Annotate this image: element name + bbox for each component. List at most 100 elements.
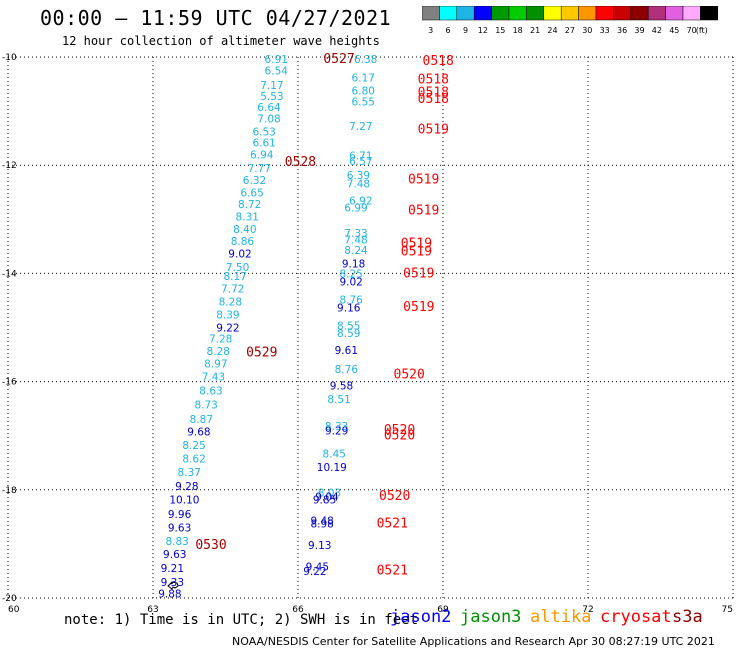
- color-scale-label: 36: [617, 26, 627, 35]
- wave-height-value: 8.83: [165, 536, 188, 548]
- wave-height-value: 9.22: [216, 323, 239, 335]
- wave-height-value: 9.63: [163, 549, 186, 561]
- wave-height-value: 8.55: [337, 320, 360, 332]
- lon-tick-label: 75: [722, 605, 733, 615]
- color-scale-label: 3: [428, 26, 433, 35]
- pass-time-label: 0520: [384, 423, 415, 438]
- color-scale-label: 39: [634, 26, 644, 35]
- wave-height-value: 6.64: [257, 102, 281, 114]
- wave-height-value: 8.03: [318, 488, 341, 500]
- wave-height-value: 8.28: [219, 297, 242, 309]
- color-scale-label: 6: [446, 26, 451, 35]
- pass-time-label: 0519: [403, 300, 434, 315]
- pass-time-label: 0518: [418, 86, 449, 101]
- color-scale-swatch: [700, 6, 719, 21]
- wave-height-value: 7.27: [349, 121, 372, 133]
- pass-time-label: 0521: [377, 563, 408, 578]
- wave-height-value: 9.28: [175, 481, 198, 493]
- lon-tick-label: 60: [8, 605, 20, 615]
- satellite-legend-jason3: jason3: [460, 607, 522, 627]
- satellite-legend-altika: altika: [530, 607, 592, 627]
- wave-height-value: 6.39: [347, 170, 370, 182]
- wave-height-value: 6.71: [349, 150, 372, 162]
- wave-height-value: 7.33: [344, 228, 367, 240]
- wave-height-value: 9.85: [313, 495, 336, 507]
- wave-height-value: 9.45: [306, 562, 329, 574]
- wave-height-value: 8.73: [194, 399, 217, 411]
- wave-height-value: 8.37: [178, 467, 201, 479]
- lat-tick-label: -20: [2, 594, 17, 604]
- wave-height-value: 8.63: [199, 385, 222, 397]
- wave-height-value: 7.48: [344, 234, 367, 246]
- wave-height-value: 7.17: [260, 80, 283, 92]
- satellite-legend-s3a: s3a: [672, 607, 703, 627]
- wave-height-value: 8.51: [327, 394, 350, 406]
- color-scale-label: 42: [652, 26, 662, 35]
- wave-height-value: 9.21: [161, 563, 184, 575]
- satellite-legend-jason2: jason2: [390, 607, 452, 627]
- wave-height-value: 9.02: [228, 248, 251, 260]
- color-scale-label: 24: [547, 26, 557, 35]
- wave-height-value: 7.08: [257, 114, 280, 126]
- lat-tick-label: -18: [2, 486, 17, 496]
- color-scale-label: 15: [495, 26, 505, 35]
- wave-height-value: 8.86: [231, 236, 255, 248]
- wave-height-value: 6.92: [349, 195, 372, 207]
- satellite-legend-cryosat: cryosat: [600, 607, 672, 627]
- wave-height-value: 7.72: [221, 284, 244, 296]
- wave-height-value: 7.77: [248, 163, 271, 175]
- wave-height-value: 9.48: [310, 516, 333, 528]
- lat-tick-label: -16: [2, 378, 17, 388]
- pass-time-label: 0519: [401, 245, 432, 260]
- color-scale-label: 70: [687, 26, 697, 35]
- lat-tick-label: -12: [2, 161, 17, 171]
- wave-height-value: 6.38: [354, 54, 377, 66]
- pass-time-label: 0519: [401, 237, 432, 252]
- color-scale-label: 18: [513, 26, 523, 35]
- lat-tick-label: -14: [2, 269, 17, 279]
- wave-height-value: 9.63: [168, 523, 191, 535]
- wave-height-value: 9.33: [161, 577, 184, 589]
- pass-time-label: 0518: [423, 54, 454, 69]
- wave-height-value: 9.96: [301, 0, 325, 3]
- wave-height-value: 6.99: [344, 202, 367, 214]
- wave-height-value: 8.25: [182, 440, 205, 452]
- pass-time-label: 0520: [394, 367, 425, 382]
- footer-credit: NOAA/NESDIS Center for Satellite Applica…: [232, 635, 715, 648]
- wave-height-value: 11.34: [295, 0, 325, 3]
- wave-height-value: 9.88: [158, 589, 181, 601]
- wave-height-value: 8.76: [339, 294, 363, 306]
- wave-height-value: 9.22: [303, 566, 326, 578]
- wave-height-value: 9.58: [330, 380, 353, 392]
- color-scale-label: 27: [565, 26, 575, 35]
- wave-height-value: 8.45: [323, 449, 346, 461]
- wave-height-value: 6.91: [265, 54, 288, 66]
- pass-time-label: 0521: [377, 516, 408, 531]
- wave-height-value: 8.31: [236, 212, 259, 224]
- pass-time-label: 0520: [379, 489, 410, 504]
- wave-height-value: 8.97: [204, 359, 227, 371]
- wave-height-value: 6.55: [352, 96, 375, 108]
- wave-height-value: 6.61: [252, 137, 275, 149]
- wave-height-value: 9.68: [187, 426, 210, 438]
- page-title: 00:00 — 11:59 UTC 04/27/2021: [40, 6, 392, 30]
- wave-height-value: 8.98: [310, 518, 333, 530]
- wave-height-value: 10.10: [169, 495, 199, 507]
- wave-height-value: 6.65: [240, 187, 263, 199]
- wave-height-value: 10.19: [317, 462, 347, 474]
- pass-time-label: 0530: [195, 538, 226, 553]
- color-scale-label: 9: [463, 26, 468, 35]
- wave-height-value: 9.16: [337, 302, 361, 314]
- wave-height-value: 11.58: [295, 0, 325, 3]
- wave-height-value: 5.53: [260, 91, 283, 103]
- wave-height-value: 6.32: [243, 175, 266, 187]
- wave-height-value: 9.18: [342, 259, 365, 271]
- lon-tick-label: 69: [437, 605, 449, 615]
- wave-height-value: 7.28: [209, 333, 232, 345]
- color-scale-label: 30: [582, 26, 592, 35]
- pass-time-label: 0519: [418, 122, 449, 137]
- pass-time-label: 0519: [403, 266, 434, 281]
- wave-height-value: 8.33: [325, 421, 348, 433]
- wave-height-value: 9.13: [308, 540, 331, 552]
- wave-height-value: 7.50: [226, 262, 249, 274]
